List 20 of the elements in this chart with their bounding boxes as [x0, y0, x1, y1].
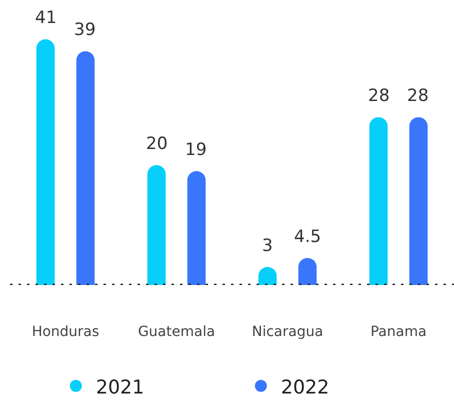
data-label: 39 — [74, 20, 96, 40]
bar — [187, 171, 206, 285]
bar — [147, 165, 166, 285]
x-tick-label: Honduras — [32, 324, 100, 340]
data-label: 19 — [185, 140, 207, 160]
bar — [76, 51, 95, 285]
data-label: 28 — [407, 86, 429, 106]
bar — [36, 39, 55, 285]
legend-label: 2021 — [96, 376, 144, 398]
x-tick-label: Panama — [370, 324, 427, 340]
bar — [369, 117, 388, 285]
x-tick-label: Nicaragua — [252, 324, 324, 340]
data-label: 3 — [262, 236, 273, 256]
data-label: 41 — [35, 8, 57, 28]
data-label: 4.5 — [294, 227, 322, 247]
data-label: 28 — [368, 86, 390, 106]
legend-label: 2022 — [280, 376, 330, 398]
x-tick-label: Guatemala — [138, 324, 216, 340]
data-label: 20 — [146, 134, 168, 154]
bar — [409, 117, 428, 285]
